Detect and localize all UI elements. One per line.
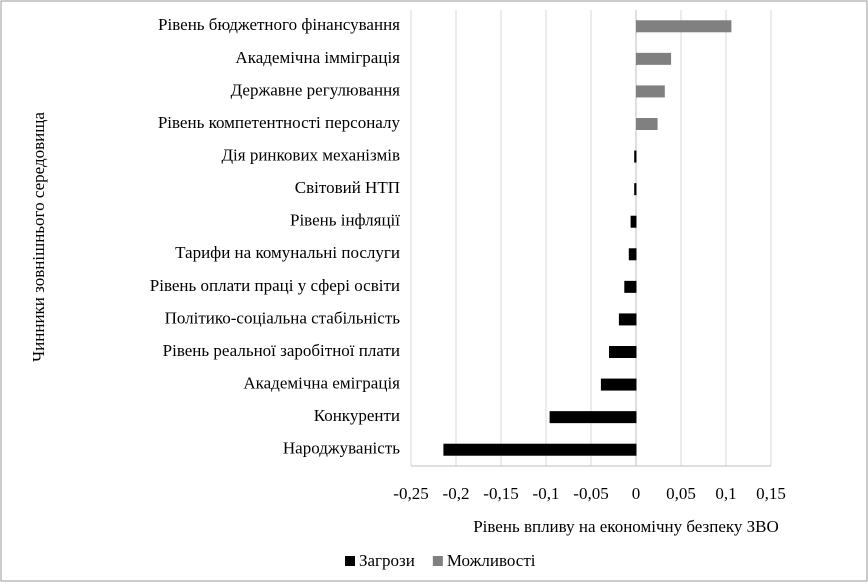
x-tick-label: 0,15 bbox=[756, 484, 786, 503]
bar bbox=[549, 411, 636, 424]
y-tick-label: Дія ринкових механізмів bbox=[221, 145, 400, 164]
y-tick-label: Рівень оплати праці у сфері освіти bbox=[150, 276, 400, 295]
bar bbox=[636, 85, 665, 98]
x-tick-label: -0,05 bbox=[573, 484, 608, 503]
bar bbox=[636, 150, 637, 163]
bar bbox=[634, 183, 636, 196]
legend-swatch bbox=[432, 556, 443, 566]
bar bbox=[636, 215, 637, 228]
x-tick-label: -0,25 bbox=[393, 484, 428, 503]
y-tick-label: Тарифи на комунальні послуги bbox=[175, 243, 400, 262]
x-tick-label: -0,1 bbox=[533, 484, 560, 503]
bar bbox=[636, 248, 637, 261]
y-tick-label: Державне регулювання bbox=[231, 80, 401, 99]
bar bbox=[443, 443, 636, 456]
bar bbox=[636, 443, 637, 456]
bar bbox=[636, 118, 658, 130]
y-tick-label: Рівень компетентності персоналу bbox=[158, 113, 401, 132]
legend-label: Загрози bbox=[359, 551, 415, 570]
y-tick-label: Політико-соціальна стабільність bbox=[165, 308, 401, 327]
bar bbox=[600, 378, 636, 391]
y-tick-label: Академічна імміграція bbox=[235, 48, 400, 67]
bar bbox=[634, 150, 636, 163]
y-tick-label: Академічна еміграція bbox=[243, 373, 400, 392]
y-tick-label: Рівень бюджетного фінансування bbox=[158, 15, 400, 34]
y-tick-label: Конкуренти bbox=[314, 406, 400, 425]
legend-swatch bbox=[345, 556, 355, 566]
bar bbox=[618, 313, 636, 326]
x-tick-label: 0 bbox=[632, 484, 641, 503]
y-axis-title: Чинники зовнішнього середовища bbox=[29, 112, 48, 362]
bar bbox=[636, 411, 637, 424]
bar bbox=[630, 215, 636, 228]
x-tick-label: -0,15 bbox=[483, 484, 518, 503]
x-tick-label: -0,2 bbox=[443, 484, 470, 503]
bar bbox=[636, 313, 637, 326]
bar bbox=[636, 378, 637, 391]
bar bbox=[636, 183, 637, 196]
bar bbox=[609, 346, 636, 358]
y-tick-label: Світовий НТП bbox=[295, 178, 400, 197]
x-tick-label: 0,1 bbox=[715, 484, 736, 503]
y-tick-label: Рівень інфляції bbox=[290, 211, 400, 230]
bar bbox=[636, 52, 672, 65]
bar bbox=[636, 20, 732, 33]
y-tick-label: Народжуваність bbox=[283, 439, 400, 458]
x-tick-label: 0,05 bbox=[666, 484, 696, 503]
bar bbox=[636, 280, 637, 293]
y-tick-label: Рівень реальної заробітної плати bbox=[163, 341, 400, 360]
bar bbox=[624, 280, 636, 293]
bar bbox=[636, 346, 637, 358]
x-axis-title: Рівень впливу на економічну безпеку ЗВО bbox=[473, 517, 779, 536]
bar bbox=[628, 248, 636, 261]
legend-label: Можливості bbox=[447, 551, 536, 570]
